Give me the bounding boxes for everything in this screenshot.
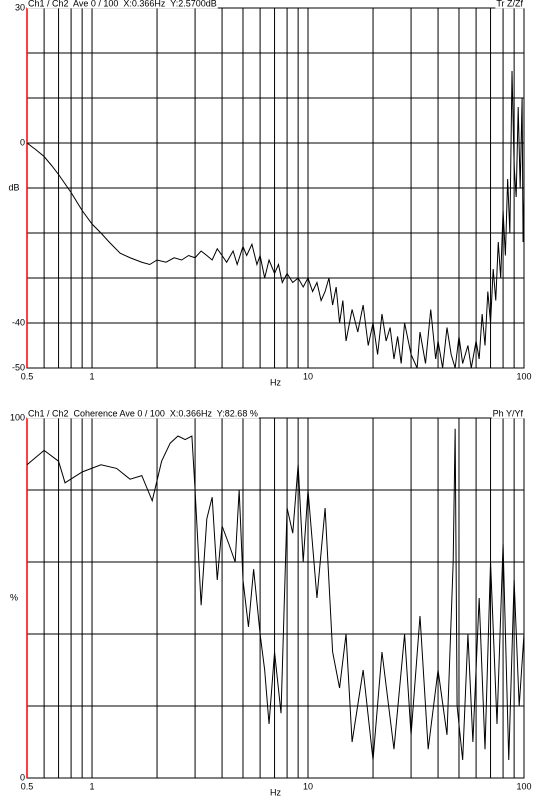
x-tick-label: 1 <box>90 371 95 381</box>
header-right: Ph Y/Yf <box>493 408 524 418</box>
y-tick-label: 0 <box>20 137 25 147</box>
plot-area <box>26 417 525 779</box>
data-line <box>26 428 525 761</box>
y-tick-label: 30 <box>15 2 25 12</box>
x-tick-label: 10 <box>303 371 313 381</box>
y-axis-label: % <box>10 592 18 602</box>
y-tick-label: 100 <box>10 412 25 422</box>
x-axis-label: Hz <box>270 787 281 797</box>
data-line <box>26 70 525 369</box>
header-left: Ch1 / Ch2 Coherence Ave 0 / 100 X:0.366H… <box>28 408 258 418</box>
header-right: Tr Z/Zf <box>496 0 523 8</box>
y-axis-label: dB <box>8 182 19 192</box>
x-tick-label: 100 <box>516 781 531 791</box>
header-bg <box>491 408 525 419</box>
y-tick-label: -40 <box>12 317 25 327</box>
header-bg <box>27 0 218 9</box>
x-tick-label: 0.5 <box>21 371 34 381</box>
x-tick-label: 1 <box>90 781 95 791</box>
y-tick-label: -50 <box>12 362 25 372</box>
x-tick-label: 0.5 <box>21 781 34 791</box>
header-bg <box>495 0 525 9</box>
x-tick-label: 10 <box>303 781 313 791</box>
header-left: Ch1 / Ch2 Ave 0 / 100 X:0.366Hz Y:2.5700… <box>28 0 217 8</box>
y-tick-label: 0 <box>20 772 25 782</box>
header-bg <box>27 408 259 419</box>
x-axis-label: Hz <box>270 377 281 387</box>
x-tick-label: 100 <box>516 371 531 381</box>
